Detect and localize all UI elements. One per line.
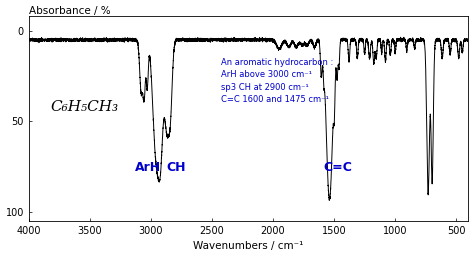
Text: An aromatic hydrocarbon :
ArH above 3000 cm⁻¹
sp3 CH at 2900 cm⁻¹
C=C 1600 and 1: An aromatic hydrocarbon : ArH above 3000… bbox=[220, 58, 333, 105]
X-axis label: Wavenumbers / cm⁻¹: Wavenumbers / cm⁻¹ bbox=[193, 241, 304, 251]
Text: CH: CH bbox=[167, 161, 186, 174]
Text: C₆H₅CH₃: C₆H₅CH₃ bbox=[51, 100, 119, 114]
Text: Absorbance / %: Absorbance / % bbox=[29, 6, 110, 16]
Text: C=C: C=C bbox=[323, 161, 352, 174]
Text: ArH: ArH bbox=[135, 161, 161, 174]
